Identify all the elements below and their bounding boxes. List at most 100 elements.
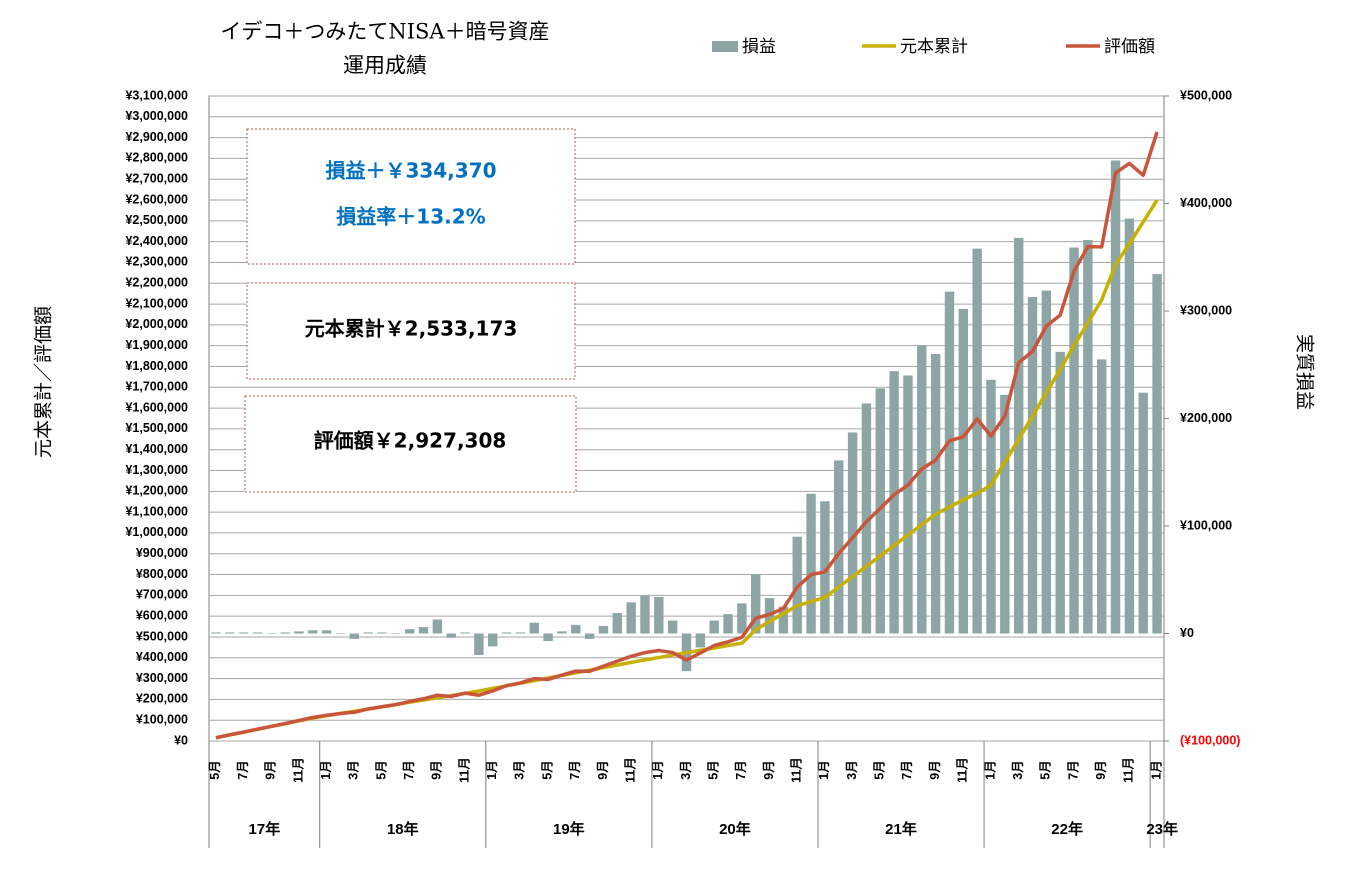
bar — [1124, 218, 1135, 634]
line — [215, 131, 1159, 740]
x-tick-label: 11月 — [790, 757, 804, 783]
legend-label: 評価額 — [1104, 37, 1155, 57]
bar — [640, 595, 650, 634]
bar — [612, 613, 623, 634]
y2-tick-label: ¥400,000 — [1180, 196, 1232, 210]
y2-tick-label: (¥100,000) — [1180, 733, 1240, 747]
year-label: 19年 — [553, 820, 585, 838]
bar — [460, 632, 470, 634]
year-label: 23年 — [1146, 820, 1178, 838]
bar — [847, 432, 858, 634]
bar — [418, 627, 429, 634]
bar — [1110, 160, 1121, 634]
x-tick-label: 9月 — [762, 760, 776, 779]
bar — [432, 619, 443, 634]
y-tick-label: ¥1,700,000 — [125, 380, 188, 394]
bar — [1152, 274, 1162, 634]
y-tick-label: ¥2,000,000 — [125, 317, 188, 331]
bar — [778, 606, 789, 634]
bar — [806, 493, 816, 634]
y-tick-label: ¥0 — [174, 733, 188, 747]
annotation: 評価額￥2,927,308 — [314, 429, 507, 453]
y-tick-label: ¥2,700,000 — [125, 172, 188, 186]
y2-tick-label: ¥500,000 — [1180, 88, 1232, 102]
bar — [1013, 237, 1024, 634]
x-tick-label: 3月 — [679, 760, 693, 779]
y-tick-label: ¥3,000,000 — [125, 109, 188, 123]
year-label: 17年 — [249, 820, 281, 838]
y-tick-label: ¥1,100,000 — [125, 504, 188, 518]
y2-tick-label: ¥100,000 — [1180, 518, 1232, 532]
y-tick-label: ¥1,200,000 — [125, 484, 188, 498]
x-tick-label: 9月 — [596, 760, 610, 779]
bar — [225, 632, 235, 634]
chart-title: 運用成績 — [343, 54, 427, 78]
legend-label: 元本累計 — [900, 37, 968, 57]
y-tick-label: ¥2,800,000 — [125, 151, 188, 165]
y-tick-label: ¥1,000,000 — [125, 525, 188, 539]
bar — [834, 460, 844, 634]
bar — [543, 633, 553, 642]
bar — [1083, 240, 1093, 634]
x-tick-label: 3月 — [1011, 760, 1025, 779]
year-label: 20年 — [719, 820, 751, 838]
bar — [750, 574, 761, 634]
y-tick-label: ¥2,200,000 — [125, 276, 188, 290]
annotation-box: 損益＋￥334,370 損益率＋13.2% — [246, 128, 576, 265]
bar — [1069, 247, 1079, 634]
y-axis-label: 元本累計／評価額 — [33, 306, 55, 458]
y-tick-label: ¥500,000 — [136, 629, 188, 643]
y-tick-label: ¥3,100,000 — [125, 88, 188, 102]
bar — [363, 632, 373, 634]
x-tick-label: 1月 — [983, 760, 997, 779]
bar — [654, 596, 664, 634]
x-tick-label: 3月 — [513, 760, 527, 779]
bar — [820, 501, 830, 634]
x-tick-label: 7月 — [734, 760, 748, 779]
bar — [737, 603, 747, 634]
x-tick-label: 11月 — [623, 757, 637, 783]
y-tick-label: ¥100,000 — [136, 712, 188, 726]
y-tick-label: ¥2,100,000 — [125, 296, 188, 310]
y-tick-label: ¥300,000 — [136, 671, 188, 685]
year-label: 21年 — [885, 820, 917, 838]
bar — [529, 622, 539, 634]
bar — [377, 632, 387, 634]
x-tick-label: 7月 — [402, 760, 416, 779]
bar — [252, 632, 263, 634]
x-tick-label: 9月 — [430, 760, 444, 779]
x-tick-label: 7月 — [236, 760, 250, 779]
bar — [1055, 351, 1065, 634]
legend-swatch — [712, 41, 738, 52]
bar — [308, 630, 318, 634]
bar — [211, 632, 221, 634]
bar — [280, 632, 290, 634]
y-tick-label: ¥2,300,000 — [125, 255, 188, 269]
bar — [695, 633, 706, 648]
y-tick-label: ¥200,000 — [136, 692, 188, 706]
bar — [626, 602, 636, 634]
x-tick-label: 5月 — [374, 760, 388, 779]
bar — [515, 632, 526, 634]
x-tick-label: 9月 — [1094, 760, 1108, 779]
x-tick-label: 5月 — [706, 760, 720, 779]
bar — [404, 629, 415, 634]
x-tick-label: 11月 — [291, 757, 305, 783]
bar — [391, 632, 401, 634]
bar — [958, 308, 969, 634]
y2-tick-label: ¥200,000 — [1180, 411, 1232, 425]
annotation-box: 元本累計￥2,533,173 — [246, 282, 576, 380]
y-tick-label: ¥400,000 — [136, 650, 188, 664]
y-tick-label: ¥900,000 — [136, 546, 188, 560]
bar — [238, 632, 249, 634]
bar — [1027, 297, 1038, 634]
bar — [709, 620, 719, 634]
y-tick-label: ¥700,000 — [136, 588, 188, 602]
bar — [875, 388, 885, 634]
bar — [723, 614, 733, 634]
box — [244, 395, 577, 493]
bar — [1041, 290, 1052, 634]
x-tick-label: 1月 — [1149, 760, 1163, 779]
y-tick-label: ¥600,000 — [136, 608, 188, 622]
y2-tick-label: ¥300,000 — [1180, 303, 1232, 317]
